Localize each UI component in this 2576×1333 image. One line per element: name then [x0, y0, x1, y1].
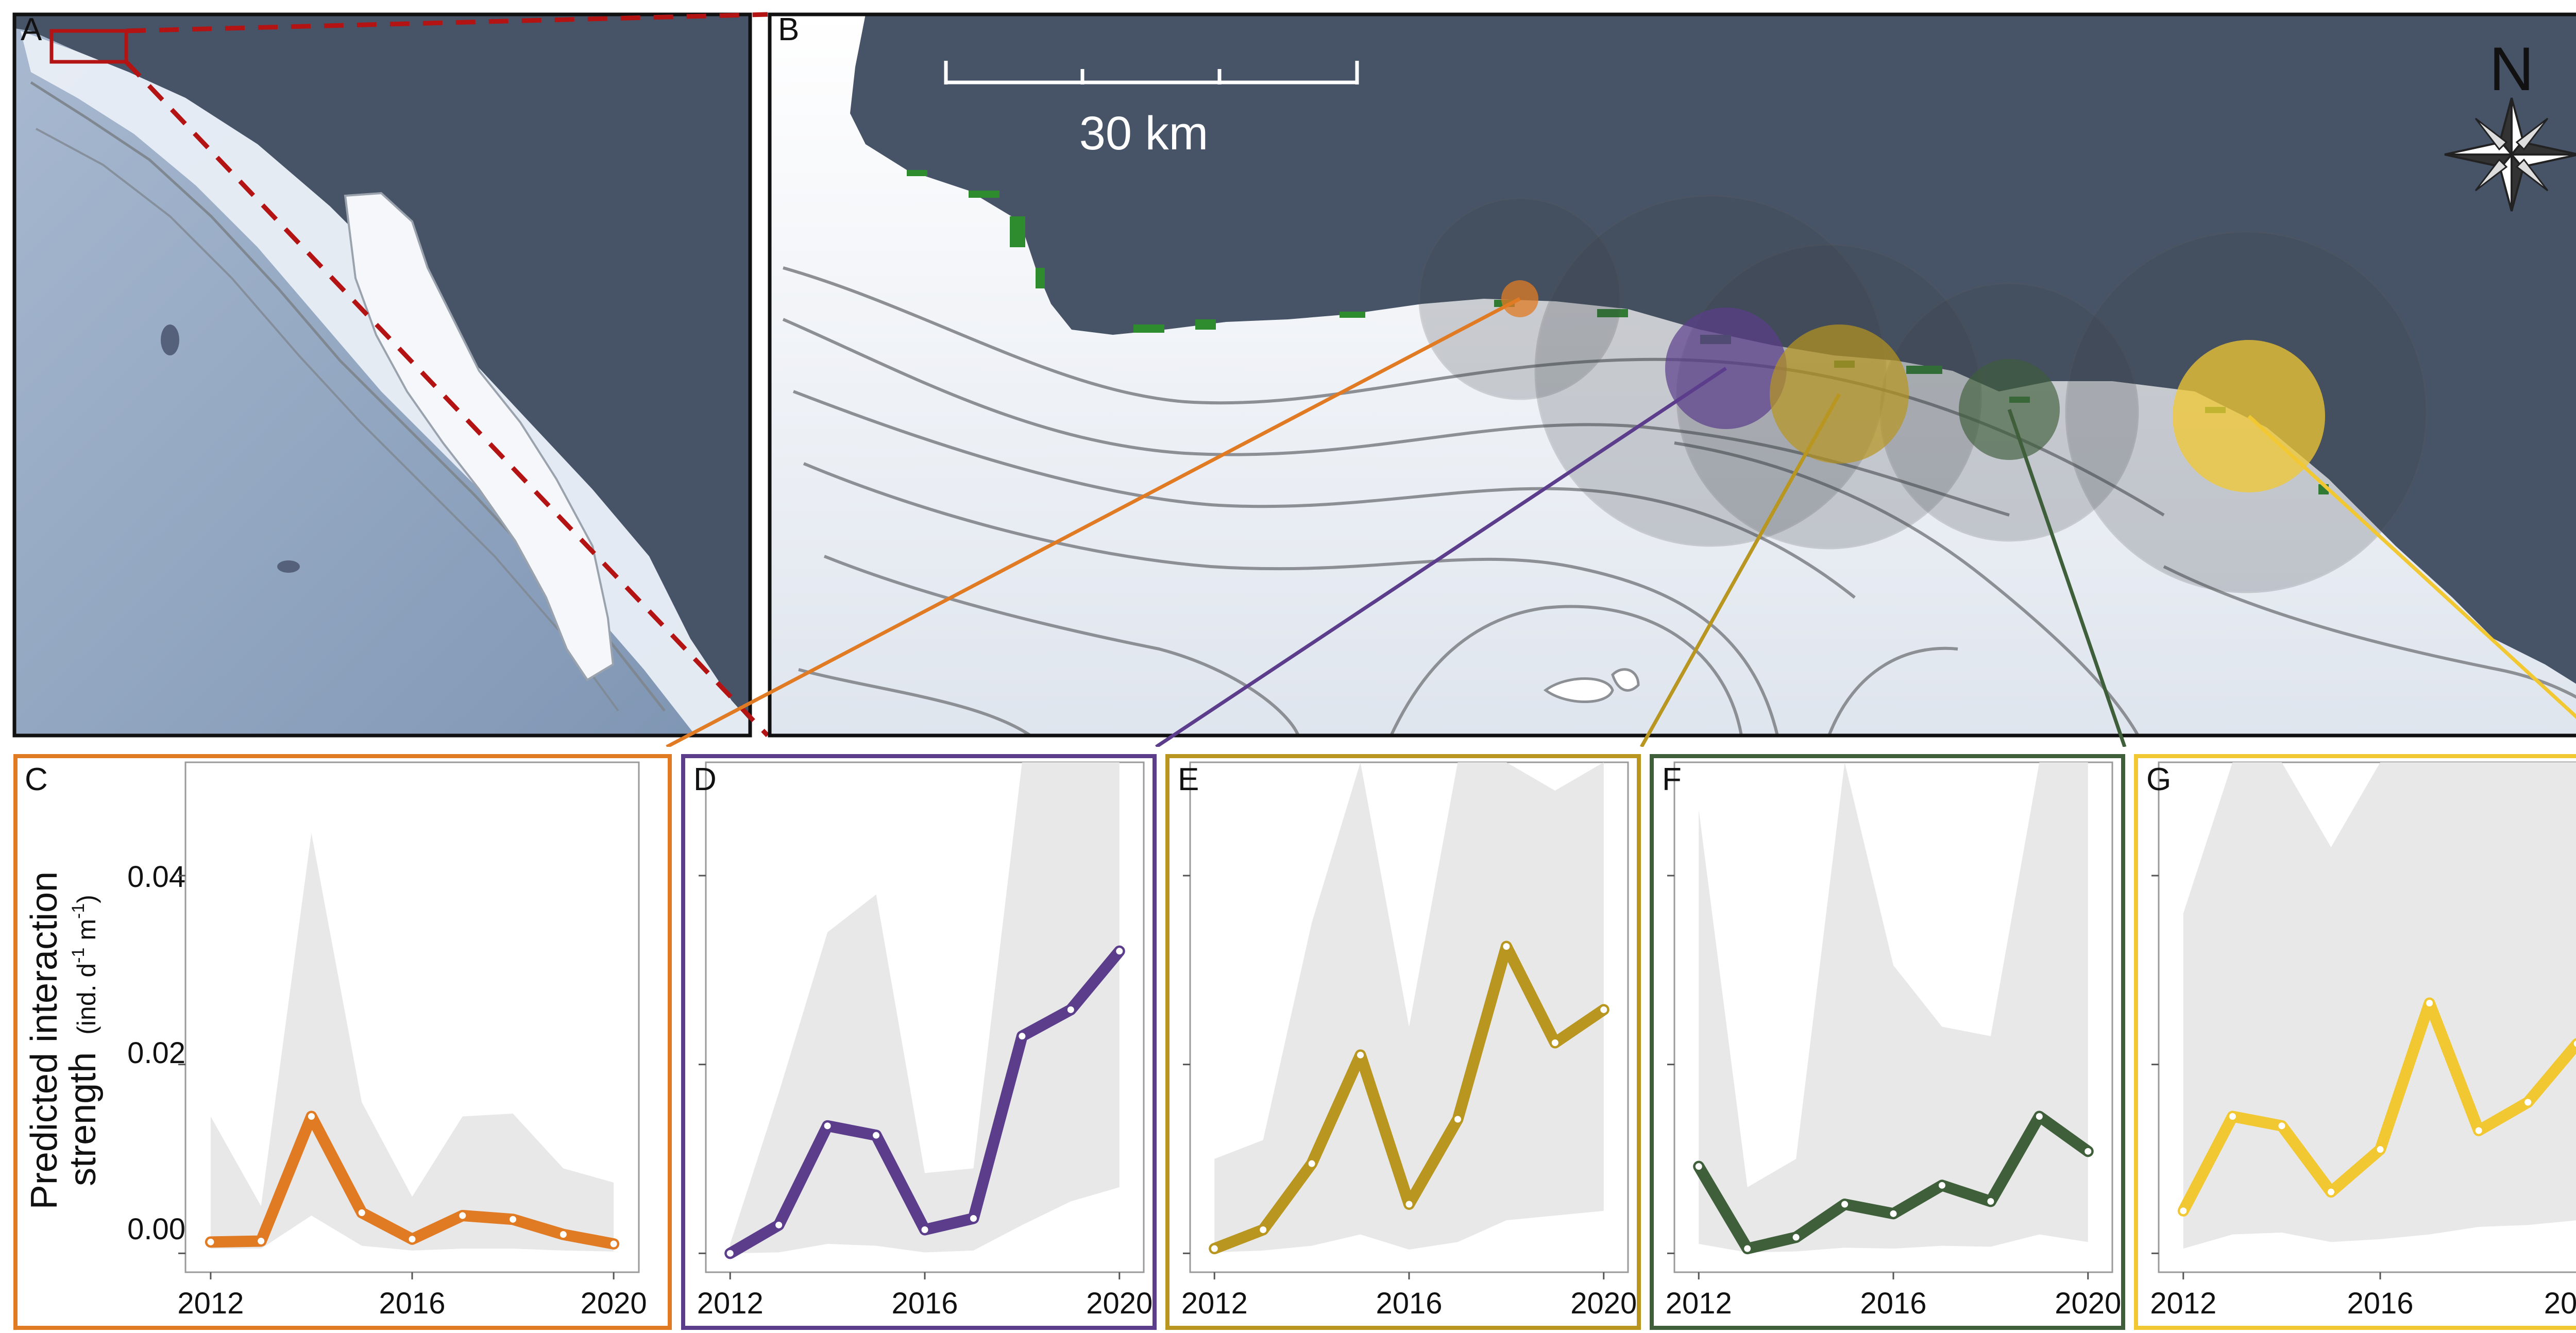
data-point	[1017, 1031, 1027, 1041]
panel-b-label: B	[778, 12, 800, 47]
data-point	[1209, 1243, 1219, 1254]
x-tick-label: 2016	[2347, 1287, 2413, 1320]
x-tick-label: 2016	[1860, 1287, 1926, 1320]
data-point	[1404, 1199, 1414, 1209]
svg-text:strength (ind. d-1 m-1): strength (ind. d-1 m-1)	[62, 895, 104, 1186]
chart-panel-c: 2012 2016 2020	[13, 754, 672, 1330]
x-tick-label: 2012	[697, 1287, 764, 1320]
data-point	[357, 1208, 367, 1218]
chart-panel-g: 2012 2016 2020	[2134, 754, 2576, 1330]
data-point	[1550, 1038, 1560, 1048]
data-point	[2326, 1187, 2336, 1197]
data-point	[1114, 946, 1125, 956]
data-point	[2572, 1039, 2576, 1049]
panel-c-label: C	[25, 762, 48, 797]
data-point	[2375, 1144, 2385, 1155]
x-tick-label: 2016	[1376, 1287, 1442, 1320]
map-figure: 30 km N	[12, 12, 2576, 747]
x-tick-label: 2016	[379, 1287, 445, 1320]
connector-lines	[666, 297, 2576, 747]
data-point	[968, 1214, 978, 1223]
scale-bar	[944, 61, 1359, 84]
data-point	[2178, 1206, 2189, 1216]
data-point	[2083, 1146, 2093, 1156]
data-point	[1888, 1208, 1899, 1219]
data-point	[1693, 1161, 1704, 1172]
panel-frame	[13, 754, 672, 1330]
data-point	[2277, 1121, 2287, 1131]
x-tick-label: 2020	[1086, 1287, 1153, 1320]
data-point	[725, 1248, 735, 1258]
data-point	[2425, 998, 2435, 1008]
north-label: N	[2489, 35, 2534, 104]
data-point	[1452, 1114, 1463, 1124]
data-point	[2473, 1125, 2484, 1136]
data-point	[558, 1229, 568, 1240]
north-arrow-icon	[2444, 97, 2576, 212]
y-axis-label: Predicted interaction strength (ind. d-1…	[24, 871, 104, 1209]
data-point	[1599, 1004, 1609, 1015]
y-tick-2: 0.04	[127, 860, 185, 894]
x-tick-label: 2020	[1570, 1287, 1637, 1320]
data-point	[1986, 1197, 1996, 1206]
data-point	[920, 1225, 930, 1235]
data-point	[1065, 1004, 1076, 1015]
panel-frame	[1165, 754, 1641, 1330]
panel-a-label: A	[21, 12, 42, 47]
x-tick-label: 2016	[891, 1287, 958, 1320]
x-tick-label: 2020	[2544, 1287, 2576, 1320]
data-point	[306, 1112, 316, 1121]
data-point	[822, 1121, 833, 1131]
confidence-band	[1214, 762, 1604, 1253]
x-tick-label: 2020	[2055, 1287, 2121, 1320]
x-tick-label: 2012	[1666, 1287, 1732, 1320]
panel-b-map: 30 km N	[768, 12, 2576, 738]
data-point	[608, 1239, 619, 1249]
confidence-band	[1699, 762, 2088, 1253]
svg-text:Predicted interaction: Predicted interaction	[24, 871, 65, 1209]
panel-d-label: D	[693, 762, 717, 797]
data-point	[774, 1220, 784, 1230]
panel-frame	[681, 754, 1157, 1330]
panel-g-label: G	[2146, 762, 2172, 797]
time-series-charts: Predicted interaction strength (ind. d-1…	[13, 754, 2576, 1330]
data-point	[206, 1237, 216, 1247]
panel-a-map	[12, 12, 752, 738]
data-point	[2034, 1112, 2044, 1121]
data-point	[1840, 1199, 1850, 1209]
data-point	[1355, 1050, 1366, 1060]
data-point	[457, 1210, 468, 1221]
confidence-band	[2183, 762, 2576, 1249]
data-point	[1937, 1180, 1947, 1190]
data-point	[508, 1214, 518, 1224]
scale-bar-label: 30 km	[1079, 107, 1209, 160]
panel-frame	[1650, 754, 2125, 1330]
x-tick-label: 2012	[1181, 1287, 1248, 1320]
panel-e-label: E	[1178, 762, 1199, 797]
panel-f-label: F	[1662, 762, 1682, 797]
x-tick-label: 2012	[177, 1287, 244, 1320]
chart-panel-e: 2012 2016 2020	[1165, 754, 1641, 1330]
data-point	[871, 1130, 882, 1140]
y-tick-1: 0.02	[127, 1036, 185, 1070]
data-point	[407, 1234, 417, 1244]
data-point	[1501, 942, 1512, 951]
x-tick-label: 2020	[581, 1287, 647, 1320]
data-point	[1307, 1158, 1317, 1169]
data-point	[2227, 1112, 2238, 1121]
data-point	[1742, 1243, 1753, 1254]
data-point	[1791, 1232, 1801, 1242]
chart-panel-d: 2012 2016 2020	[681, 754, 1157, 1330]
x-tick-label: 2012	[2150, 1287, 2216, 1320]
y-tick-0: 0.00	[127, 1212, 185, 1246]
data-point	[2523, 1097, 2533, 1107]
data-point	[256, 1236, 266, 1246]
panel-frame	[2134, 754, 2576, 1330]
data-point	[1258, 1225, 1268, 1235]
confidence-band	[210, 833, 614, 1252]
chart-panel-f: 2012 2016 2020	[1650, 754, 2125, 1330]
